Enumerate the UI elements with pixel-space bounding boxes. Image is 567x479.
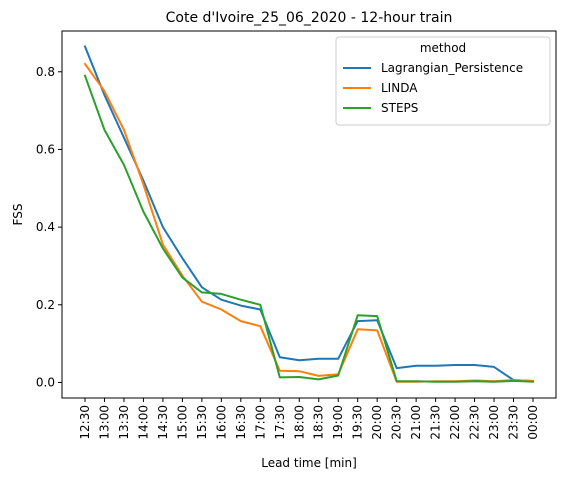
- plot-area: [61, 30, 557, 399]
- x-tick-label: 22:00: [448, 405, 462, 440]
- series-layer: [83, 45, 535, 383]
- series-line-2: [83, 74, 535, 383]
- x-tick-label: 16:00: [214, 405, 228, 440]
- x-tick-label: 18:00: [292, 405, 306, 440]
- x-tick-label: 17:00: [253, 405, 267, 440]
- legend-label: STEPS: [381, 101, 418, 115]
- x-tick-label: 13:30: [117, 405, 131, 440]
- y-tick-label: 0.6: [36, 142, 55, 156]
- x-tick-label: 21:30: [429, 405, 443, 440]
- legend-title: method: [420, 41, 466, 55]
- legend-label: LINDA: [381, 81, 418, 95]
- legend-box: [335, 36, 551, 126]
- x-tick-label: 20:30: [390, 405, 404, 440]
- plot-frame: [61, 30, 557, 399]
- legend: method Lagrangian_Persistence LINDA STEPS: [335, 36, 551, 126]
- x-tick-label: 19:00: [331, 405, 345, 440]
- x-tick-label: 15:30: [195, 405, 209, 440]
- y-tick-label: 0.4: [36, 220, 55, 234]
- y-tick-label: 0.0: [36, 375, 55, 389]
- x-axis: 12:30 13:00 13:30 14:00 14:30 15:00 15:30 16:00…: [78, 398, 540, 440]
- chart-title: Cote d'Ivoire_25_06_2020 - 12-hour train: [166, 10, 453, 26]
- x-tick-label: 14:30: [156, 405, 170, 440]
- x-tick-label: 19:30: [351, 405, 365, 440]
- x-tick-label: 17:30: [273, 405, 287, 440]
- x-tick-label: 00:00: [526, 405, 540, 440]
- x-tick-label: 23:00: [487, 405, 501, 440]
- x-tick-label: 12:30: [78, 405, 92, 440]
- x-tick-label: 23:30: [507, 405, 521, 440]
- x-axis-label: Lead time [min]: [261, 456, 357, 470]
- x-tick-label: 14:00: [136, 405, 150, 440]
- y-axis: 0.0 0.2 0.4 0.6 0.8: [36, 65, 62, 389]
- series-line-0: [83, 45, 535, 382]
- x-tick-label: 22:30: [468, 405, 482, 440]
- x-tick-label: 13:00: [97, 405, 111, 440]
- legend-label: Lagrangian_Persistence: [381, 61, 523, 75]
- legend-entries: Lagrangian_Persistence LINDA STEPS: [343, 61, 523, 115]
- x-tick-label: 15:00: [175, 405, 189, 440]
- x-tick-label: 21:00: [409, 405, 423, 440]
- x-tick-label: 18:30: [312, 405, 326, 440]
- y-tick-label: 0.2: [36, 298, 55, 312]
- y-tick-label: 0.8: [36, 65, 55, 79]
- x-tick-label: 20:00: [370, 405, 384, 440]
- x-tick-label: 16:30: [234, 405, 248, 440]
- y-axis-label: FSS: [11, 204, 25, 226]
